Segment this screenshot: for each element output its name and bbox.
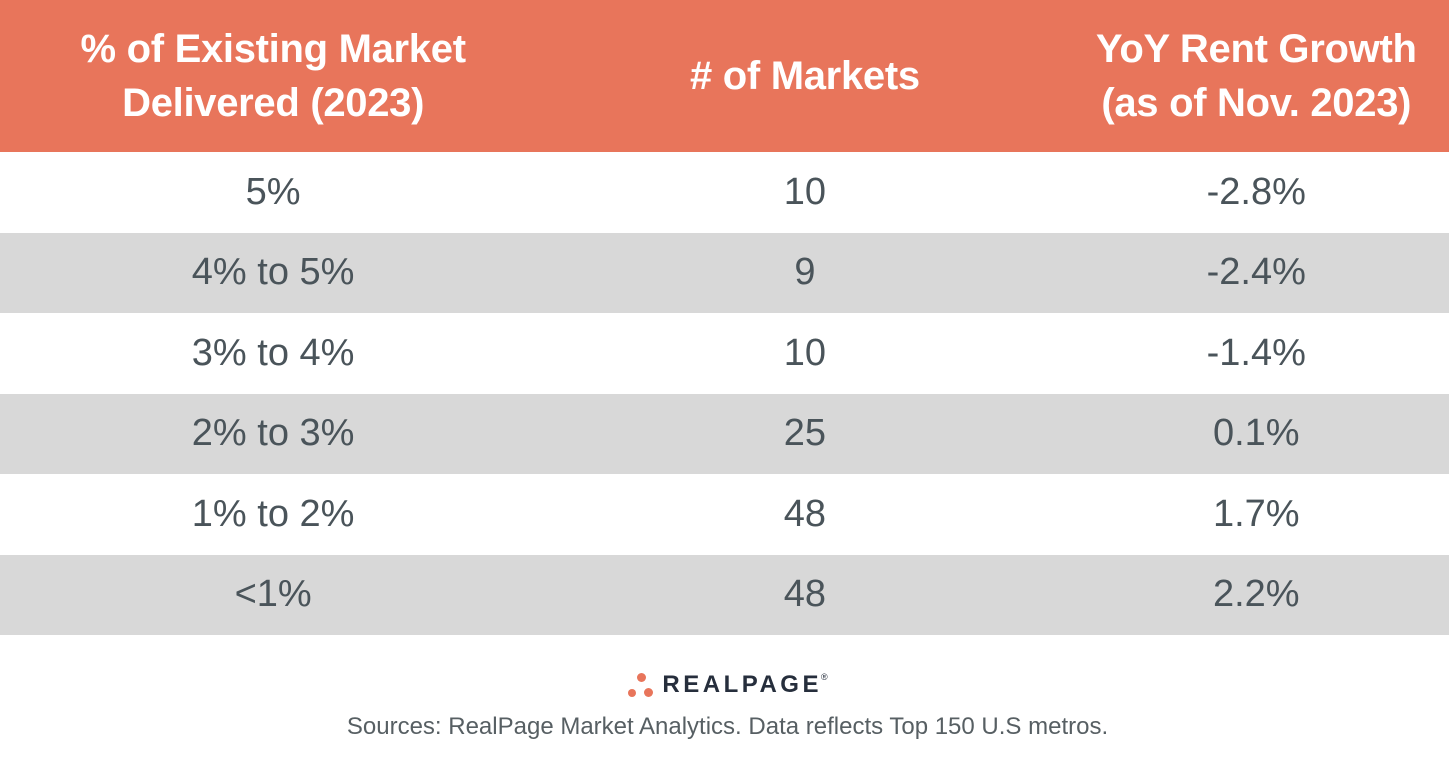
header-delivered-line2: Delivered (2023) xyxy=(122,81,425,125)
header-cell-markets: # of Markets xyxy=(546,0,1063,152)
cell-delivered: 5% xyxy=(245,170,301,213)
cell-markets: 48 xyxy=(783,573,827,616)
cell-delivered: 1% to 2% xyxy=(191,492,355,535)
cell-rent-growth: 2.2% xyxy=(1212,573,1300,616)
logo-dot xyxy=(637,673,647,682)
header-delivered-line1: % of Existing Market xyxy=(80,27,467,71)
table-row: 5% 10 -2.8% xyxy=(0,152,1449,233)
table-row: 4% to 5% 9 -2.4% xyxy=(0,232,1449,313)
cell-markets: 25 xyxy=(783,412,827,455)
table-row: <1% 48 2.2% xyxy=(0,554,1449,635)
table-row: 2% to 3% 25 0.1% xyxy=(0,393,1449,474)
footer: REALPAGE ® Sources: RealPage Market Anal… xyxy=(0,635,1455,742)
cell-markets: 48 xyxy=(783,492,827,535)
cell-rent-growth: -2.8% xyxy=(1206,170,1306,213)
header-cell-delivered: % of Existing Market Delivered (2023) xyxy=(0,0,546,152)
header-rent-growth-line2: (as of Nov. 2023) xyxy=(1101,81,1412,125)
source-note: Sources: RealPage Market Analytics. Data… xyxy=(346,713,1109,740)
delivery-rent-table: % of Existing Market Delivered (2023) # … xyxy=(0,0,1449,635)
cell-markets: 10 xyxy=(783,170,827,213)
cell-markets: 9 xyxy=(794,251,816,294)
cell-delivered: <1% xyxy=(234,573,312,616)
realpage-wordmark: REALPAGE xyxy=(662,671,822,698)
cell-rent-growth: 0.1% xyxy=(1212,412,1300,455)
realpage-dots-icon xyxy=(627,671,655,699)
trademark-symbol: ® xyxy=(820,672,828,682)
cell-rent-growth: -2.4% xyxy=(1206,251,1306,294)
cell-delivered: 3% to 4% xyxy=(191,331,355,374)
table-row: 3% to 4% 10 -1.4% xyxy=(0,313,1449,394)
logo-dot xyxy=(644,688,654,697)
header-cell-rent-growth: YoY Rent Growth (as of Nov. 2023) xyxy=(1064,0,1449,152)
realpage-logo: REALPAGE ® xyxy=(627,671,828,699)
header-rent-growth-line1: YoY Rent Growth xyxy=(1095,27,1417,71)
logo-dot xyxy=(628,689,637,697)
table-header: % of Existing Market Delivered (2023) # … xyxy=(0,0,1449,152)
cell-rent-growth: -1.4% xyxy=(1206,331,1306,374)
cell-delivered: 4% to 5% xyxy=(191,251,355,294)
header-markets-label: # of Markets xyxy=(689,54,920,98)
table-row: 1% to 2% 48 1.7% xyxy=(0,474,1449,555)
cell-delivered: 2% to 3% xyxy=(191,412,355,455)
cell-markets: 10 xyxy=(783,331,827,374)
cell-rent-growth: 1.7% xyxy=(1212,492,1300,535)
